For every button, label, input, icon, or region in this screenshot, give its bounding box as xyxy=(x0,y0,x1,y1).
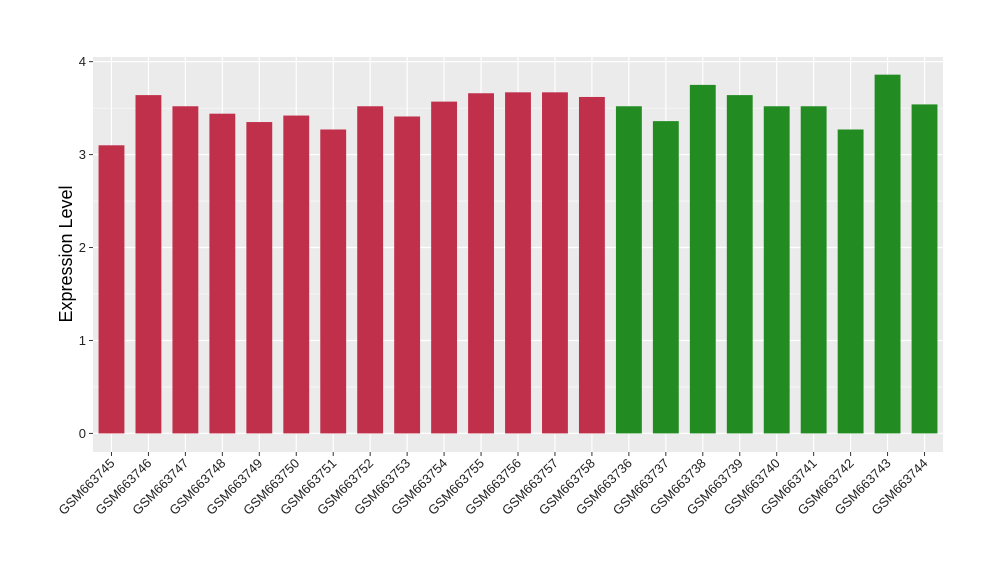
y-tick-label: 4 xyxy=(79,54,86,69)
y-tick-label: 3 xyxy=(79,147,86,162)
bar-GSM663750 xyxy=(283,115,310,434)
bar-GSM663751 xyxy=(320,129,347,434)
bar-GSM663743 xyxy=(874,74,901,434)
bar-GSM663736 xyxy=(615,106,642,434)
bar-GSM663739 xyxy=(726,95,753,434)
bar-GSM663756 xyxy=(505,92,531,434)
bar-GSM663754 xyxy=(431,101,458,434)
bar-GSM663755 xyxy=(468,93,494,434)
bar-GSM663747 xyxy=(172,106,199,434)
bar-GSM663745 xyxy=(98,145,125,434)
bar-GSM663746 xyxy=(135,95,162,434)
bar-GSM663749 xyxy=(246,122,273,434)
bar-GSM663737 xyxy=(652,121,679,434)
bar-GSM663758 xyxy=(578,96,605,434)
bar-GSM663738 xyxy=(689,84,716,434)
bar-GSM663748 xyxy=(209,113,236,434)
bar-GSM663741 xyxy=(800,106,827,434)
bar-GSM663744 xyxy=(911,104,938,434)
bar-GSM663757 xyxy=(542,92,568,434)
bar-GSM663752 xyxy=(357,106,384,434)
bar-GSM663742 xyxy=(837,129,864,434)
y-tick-label: 2 xyxy=(79,240,86,255)
y-tick-label: 1 xyxy=(79,333,86,348)
y-tick-label: 0 xyxy=(79,426,86,441)
bar-GSM663753 xyxy=(394,116,421,434)
y-axis-title: Expression Level xyxy=(56,185,76,322)
bar-GSM663740 xyxy=(763,106,790,434)
